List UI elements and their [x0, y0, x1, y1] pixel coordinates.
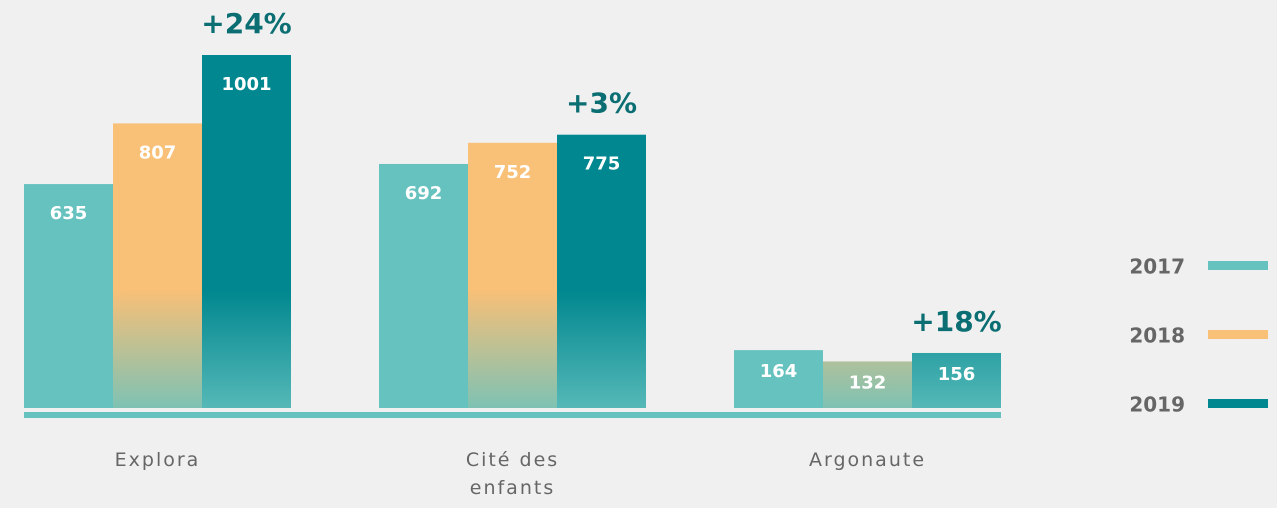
annotation: +18%: [911, 305, 1001, 338]
value-label: 752: [494, 162, 532, 183]
legend-label: 2018: [1129, 324, 1185, 348]
value-label: 1001: [221, 74, 271, 95]
x-tick-label: Argonaute: [808, 449, 927, 471]
x-tick-label: Cité des enfants: [465, 449, 560, 499]
value-label: 164: [760, 361, 798, 382]
bar-fade: [202, 55, 291, 408]
value-label: 156: [938, 364, 976, 385]
legend-swatch: [1208, 399, 1268, 408]
legend-swatch: [1208, 330, 1268, 339]
bar-fade: [734, 350, 823, 408]
value-label: 132: [849, 372, 887, 393]
bar-fade: [113, 123, 202, 409]
legend-swatch: [1208, 261, 1268, 270]
value-label: 692: [405, 183, 443, 204]
bar-fade: [468, 142, 557, 408]
x-tick-label: Explora: [114, 449, 201, 471]
baseline: [24, 412, 1001, 418]
bar-fade: [379, 163, 468, 408]
bar-fade: [557, 134, 646, 408]
annotation: +24%: [201, 7, 291, 40]
value-label: 807: [139, 142, 177, 163]
bar-fade: [912, 352, 1001, 408]
value-label: 775: [583, 154, 621, 175]
legend-label: 2017: [1129, 255, 1185, 279]
value-label: 635: [50, 203, 88, 224]
annotation: +3%: [566, 87, 637, 120]
bar-fade: [24, 184, 113, 408]
legend-label: 2019: [1129, 393, 1185, 417]
bar-fade: [823, 361, 912, 408]
